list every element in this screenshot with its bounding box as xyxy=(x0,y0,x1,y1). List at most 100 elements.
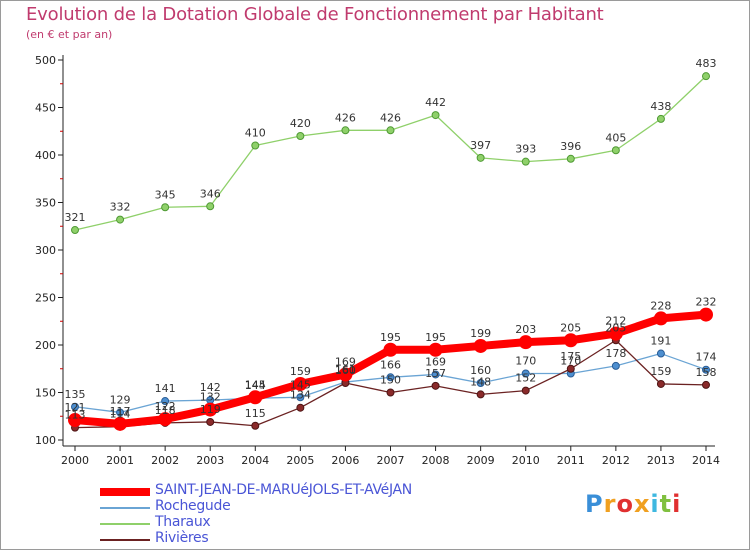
data-point xyxy=(521,386,530,395)
data-point xyxy=(338,367,353,382)
data-label: 405 xyxy=(605,131,626,144)
x-tick-label: 2004 xyxy=(241,454,269,467)
data-point xyxy=(431,111,440,120)
series-points xyxy=(68,72,713,432)
data-point xyxy=(476,390,485,399)
data-label: 178 xyxy=(605,347,626,360)
data-point xyxy=(428,342,443,357)
legend-label: Rivières xyxy=(155,530,209,546)
data-label: 345 xyxy=(155,188,176,201)
data-point xyxy=(431,381,440,390)
data-label: 232 xyxy=(696,296,717,309)
data-label: 159 xyxy=(290,365,311,378)
x-tick-label: 2002 xyxy=(151,454,179,467)
data-point xyxy=(656,114,665,123)
data-point xyxy=(296,132,305,140)
data-label: 134 xyxy=(290,389,311,402)
x-tick-label: 2009 xyxy=(467,454,495,467)
data-label: 169 xyxy=(425,355,446,368)
y-tick-label: 250 xyxy=(35,292,56,305)
data-label: 158 xyxy=(696,366,717,379)
x-tick-label: 2014 xyxy=(692,454,720,467)
data-label: 191 xyxy=(650,335,671,348)
data-label: 129 xyxy=(110,393,131,406)
data-label: 115 xyxy=(245,407,266,420)
x-tick-label: 2000 xyxy=(61,454,89,467)
data-label: 393 xyxy=(515,143,536,156)
data-label: 145 xyxy=(290,378,311,391)
data-label: 118 xyxy=(155,404,176,417)
data-point xyxy=(68,413,82,428)
data-label: 195 xyxy=(380,331,401,344)
chart-title: Evolution de la Dotation Globale de Fonc… xyxy=(26,4,604,25)
data-label: 346 xyxy=(200,187,221,200)
data-label: 170 xyxy=(515,355,536,368)
data-point xyxy=(431,370,440,379)
logo-letter: o xyxy=(616,490,634,518)
y-tick-label: 100 xyxy=(35,434,56,447)
data-label: 113 xyxy=(65,409,86,422)
y-tick-label: 150 xyxy=(35,387,56,400)
data-point xyxy=(158,412,173,427)
data-point xyxy=(702,380,710,389)
legend-swatch xyxy=(100,539,150,541)
data-label: 142 xyxy=(200,381,221,394)
data-label: 152 xyxy=(515,372,536,385)
data-label: 141 xyxy=(155,382,176,395)
data-label: 114 xyxy=(110,408,131,421)
data-point xyxy=(203,402,218,417)
legend-swatch xyxy=(100,523,150,525)
data-label: 483 xyxy=(696,57,717,70)
data-point xyxy=(566,154,575,163)
data-point xyxy=(113,416,128,431)
data-point xyxy=(71,402,79,411)
data-label: 161 xyxy=(335,363,356,376)
data-label: 420 xyxy=(290,117,311,130)
data-point xyxy=(206,417,215,426)
proxiti-logo: Proxiti xyxy=(585,490,681,518)
data-point xyxy=(341,126,350,135)
y-tick-label: 200 xyxy=(35,339,56,352)
data-point xyxy=(293,376,308,391)
x-tick-label: 2012 xyxy=(602,454,630,467)
data-point xyxy=(296,393,305,402)
data-label: 426 xyxy=(335,111,356,124)
data-point xyxy=(116,215,125,224)
x-tick-label: 2001 xyxy=(106,454,134,467)
y-tick-label: 500 xyxy=(35,54,56,67)
data-point xyxy=(248,390,263,405)
data-label: 169 xyxy=(335,355,356,368)
x-tick-label: 2010 xyxy=(512,454,540,467)
data-point xyxy=(386,373,395,382)
chart-axes: 100 150 200 250 300 350 400 450 500 2000 2001 2002 2… xyxy=(35,54,720,467)
y-tick-label: 400 xyxy=(35,149,56,162)
data-point xyxy=(161,397,170,406)
series-line-2 xyxy=(74,75,707,231)
logo-letter: r xyxy=(603,490,617,518)
legend-label: Rochegude xyxy=(155,498,231,514)
data-label: 148 xyxy=(470,375,491,388)
data-point xyxy=(71,226,79,235)
data-point xyxy=(521,369,530,378)
data-label: 160 xyxy=(335,364,356,377)
data-label: 132 xyxy=(200,391,221,404)
data-point xyxy=(296,403,305,412)
logo-letter: x xyxy=(633,490,651,518)
data-point xyxy=(608,326,623,341)
data-label: 122 xyxy=(155,400,176,413)
data-point xyxy=(386,388,395,397)
legend-swatch xyxy=(100,507,150,509)
chart-subtitle: (en € et par an) xyxy=(26,28,113,41)
data-point xyxy=(206,202,215,211)
data-point xyxy=(702,72,710,81)
legend-label: SAINT-JEAN-DE-MARUéJOLS-ET-AVéJAN xyxy=(155,482,412,498)
logo-letter: P xyxy=(585,490,604,518)
logo-letter: i xyxy=(672,490,682,518)
data-label: 175 xyxy=(560,350,581,363)
x-tick-label: 2013 xyxy=(647,454,675,467)
data-point xyxy=(611,146,620,155)
x-tick-label: 2011 xyxy=(557,454,585,467)
data-point xyxy=(653,311,668,326)
